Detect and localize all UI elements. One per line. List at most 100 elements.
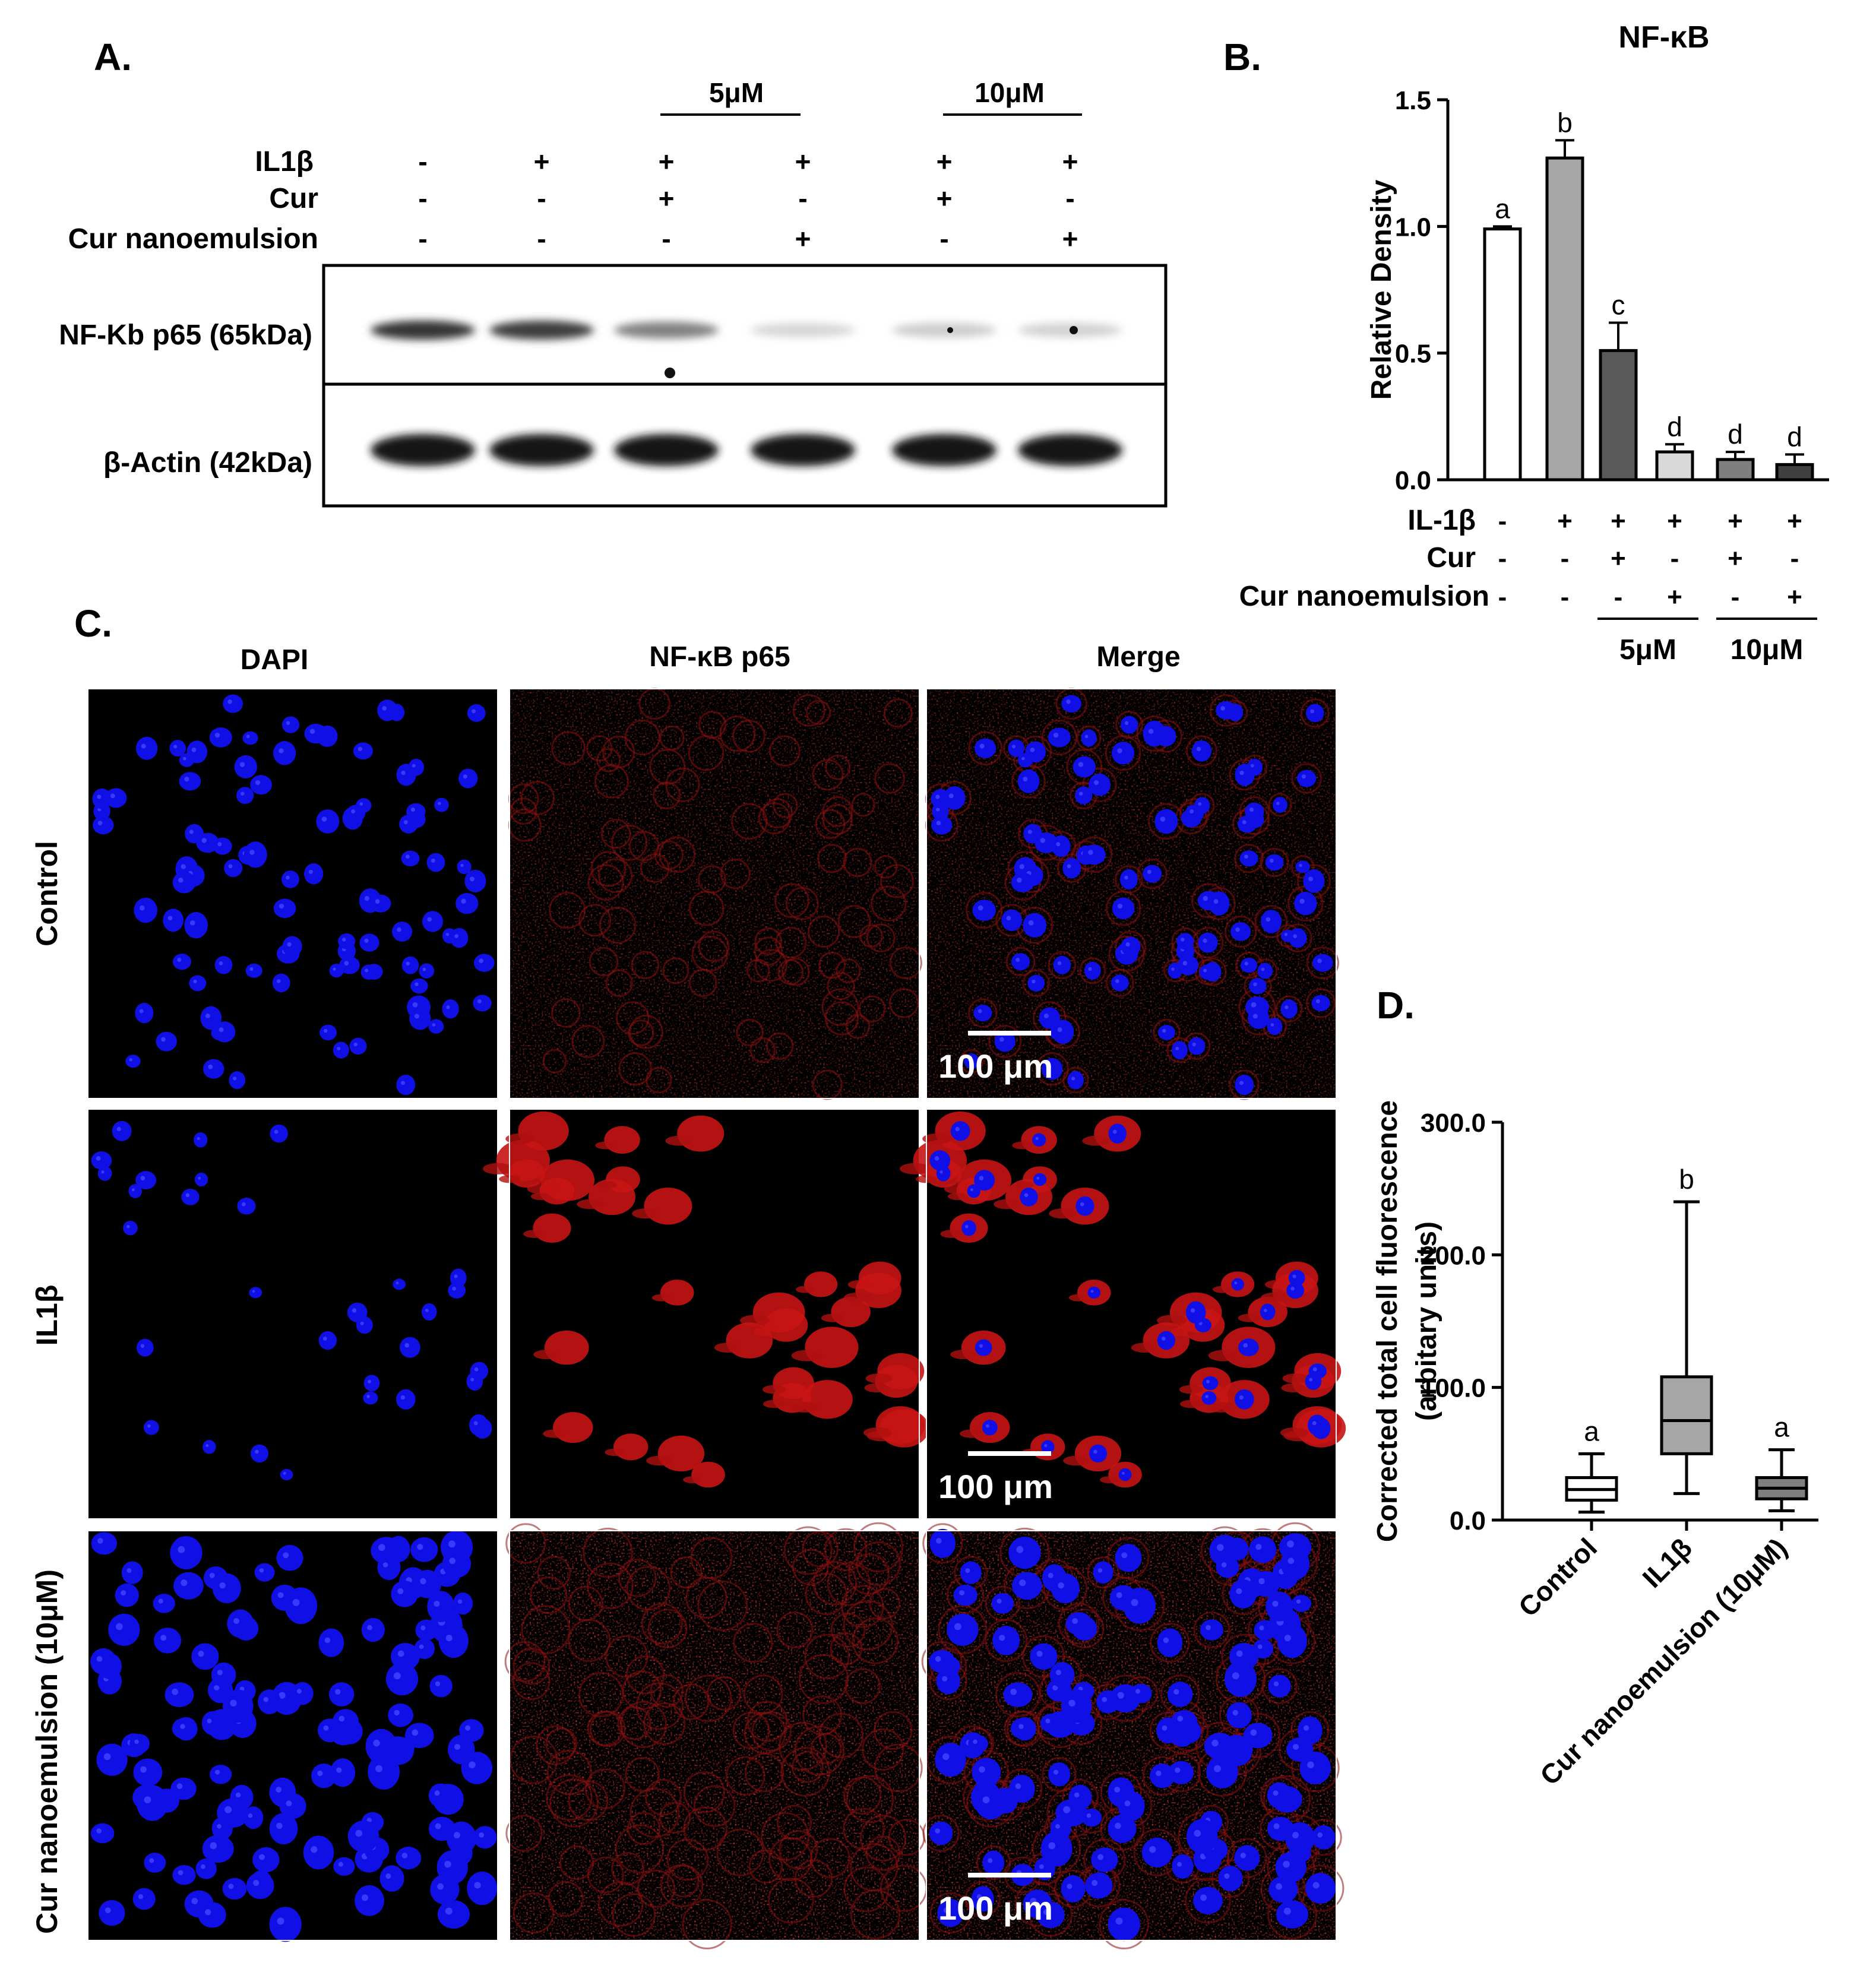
- nucleus: [250, 1444, 269, 1463]
- treatment-sign: -: [1498, 544, 1507, 573]
- nucleus: [201, 1711, 223, 1736]
- cell-outline-signal: [629, 1788, 680, 1838]
- nucleolus: [977, 905, 983, 911]
- nucleus: [421, 1303, 437, 1321]
- nucleus: [210, 1765, 232, 1784]
- nucleus: [401, 956, 419, 974]
- nucleolus: [1220, 706, 1225, 711]
- nucleus: [982, 1850, 1005, 1875]
- cell-outline-signal: [763, 798, 793, 829]
- nucleus: [1121, 936, 1141, 956]
- nucleolus: [397, 1588, 404, 1594]
- nucleus: [419, 963, 435, 979]
- cell-outline-signal: [782, 957, 810, 986]
- nucleolus: [1097, 1568, 1103, 1573]
- nucleus: [992, 1626, 1020, 1655]
- nucleolus: [1035, 1136, 1039, 1140]
- cell-outline-signal: [683, 1771, 725, 1813]
- nucleus: [227, 1609, 254, 1638]
- nucleolus: [1258, 1578, 1265, 1585]
- cell-process: [1179, 1385, 1203, 1394]
- treatment-label: IL-1β: [1407, 505, 1476, 536]
- nucleus: [1141, 1837, 1173, 1867]
- cell-outline-signal: [649, 749, 686, 785]
- nucleus: [209, 727, 232, 748]
- treatment-sign: +: [937, 183, 953, 214]
- nucleolus: [308, 869, 313, 874]
- nucleus: [1115, 1544, 1142, 1572]
- nucleolus: [1173, 1689, 1179, 1695]
- y-tick-label: 1.0: [1395, 213, 1431, 242]
- cell-outline-signal: [618, 1052, 652, 1086]
- cell-outline-signal: [850, 1843, 899, 1892]
- nucleus: [994, 1031, 1015, 1052]
- nucleolus: [323, 1028, 328, 1033]
- nucleus: [318, 1628, 344, 1657]
- nucleus: [273, 741, 296, 765]
- nucleolus: [1088, 967, 1092, 971]
- blot-label: NF-Kb p65 (65kDa): [59, 319, 312, 351]
- nucleus: [1276, 1900, 1309, 1929]
- nucleolus: [201, 1864, 205, 1869]
- nucleolus: [1259, 1625, 1264, 1630]
- cell-process: [595, 1141, 616, 1150]
- nucleus: [1305, 1873, 1336, 1904]
- nucleus: [1248, 1008, 1270, 1029]
- cell-process: [1260, 1292, 1287, 1303]
- treatment-sign: +: [795, 223, 811, 254]
- cell-outline-signal: [995, 1672, 1041, 1718]
- nucleus: [281, 870, 299, 888]
- nucleolus: [1053, 1769, 1059, 1775]
- nucleus: [213, 837, 232, 855]
- cell-outline-signal: [619, 1701, 667, 1748]
- nucleolus: [1240, 1853, 1247, 1858]
- nucleolus: [233, 1618, 239, 1624]
- nucleus: [1235, 1074, 1254, 1096]
- nucleolus: [996, 1598, 1002, 1604]
- cell-process: [865, 1373, 893, 1383]
- nucleus: [132, 1888, 156, 1910]
- nucleolus: [1213, 899, 1219, 904]
- y-tick-label: 200.0: [1421, 1241, 1486, 1270]
- nucleolus: [185, 1193, 190, 1198]
- nucleus: [455, 892, 479, 914]
- nucleus: [319, 1024, 337, 1041]
- nucleus: [391, 1642, 420, 1670]
- nucleolus: [1285, 1005, 1289, 1009]
- cell-process: [533, 1350, 559, 1360]
- nucleus: [214, 956, 233, 974]
- nucleolus: [979, 743, 985, 749]
- nucleus: [1303, 869, 1325, 893]
- cell-outline-signal: [780, 1747, 830, 1797]
- cell-outline-signal: [590, 851, 627, 887]
- cell-outline-signal: [830, 1613, 866, 1648]
- nucleus: [243, 1806, 264, 1829]
- nucleus: [179, 772, 201, 791]
- significance-letter: b: [1557, 107, 1573, 138]
- nucleolus: [255, 780, 261, 786]
- nucleus: [428, 1019, 444, 1034]
- cell-outline-signal: [617, 1706, 651, 1740]
- nucleus: [385, 1663, 419, 1696]
- cell-outline-signal: [653, 781, 681, 810]
- nucleus: [1226, 1702, 1252, 1728]
- cell-outline-signal: [568, 1780, 609, 1821]
- cytoplasm-signal: [877, 1353, 925, 1389]
- nucleus: [1108, 1123, 1127, 1144]
- nucleus: [1247, 758, 1263, 776]
- nucleus: [1201, 1391, 1217, 1405]
- nucleus: [194, 1172, 208, 1187]
- treatment-sign: +: [1667, 582, 1682, 612]
- column-header: DAPI: [241, 644, 309, 676]
- nucleolus: [311, 1846, 318, 1853]
- cell-outline-signal: [1079, 957, 1106, 984]
- nucleus: [1084, 961, 1101, 980]
- cell-process: [1131, 1343, 1159, 1353]
- nucleolus: [446, 1005, 450, 1009]
- nucleolus: [445, 1635, 453, 1642]
- blot-artifact: [947, 327, 953, 333]
- nucleus: [1261, 910, 1282, 933]
- nucleus: [953, 1584, 977, 1606]
- blot-artifact: [1070, 326, 1078, 334]
- cell-outline-signal: [922, 1523, 963, 1564]
